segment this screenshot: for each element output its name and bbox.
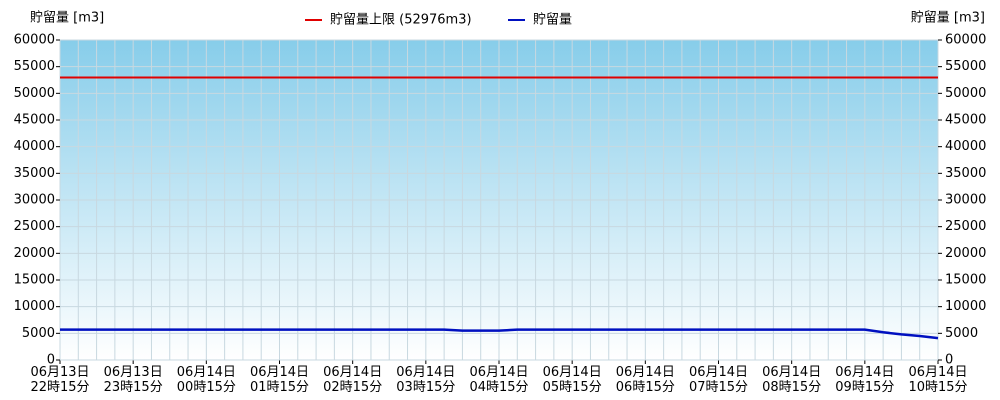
y-tick-label: 5000 [22,326,55,341]
y-tick-label: 30000 [945,193,986,208]
y-tick-label: 10000 [945,299,986,314]
x-tick-label: 06月14日 09時15分 [835,365,895,395]
y-tick-label: 20000 [14,246,55,261]
x-tick-label: 06月14日 05時15分 [542,365,602,395]
series-line [60,328,939,340]
y-tick-label: 50000 [945,86,986,101]
y-tick-label: 50000 [14,86,55,101]
x-tick-label: 06月14日 03時15分 [396,365,456,395]
x-tick-label: 06月14日 02時15分 [323,365,383,395]
y-tick-label: 40000 [945,139,986,154]
y-tick-label: 0 [945,353,953,368]
y-tick-label: 55000 [945,59,986,74]
y-tick-label: 60000 [945,33,986,48]
x-tick-label: 06月14日 00時15分 [176,365,236,395]
y-tick-label: 5000 [945,326,978,341]
legend-label: 貯留量上限 (52976m3) [330,13,472,28]
x-tick-label: 06月14日 06時15分 [615,365,675,395]
x-tick-label: 06月13日 22時15分 [30,365,90,395]
y-tick-label: 45000 [945,113,986,128]
legend-label: 貯留量 [533,13,572,28]
y-axis-title-left: 貯留量 [m3] [30,11,104,26]
x-tick-label: 06月13日 23時15分 [103,365,163,395]
y-tick-label: 15000 [945,273,986,288]
y-tick-label: 20000 [945,246,986,261]
y-tick-label: 0 [47,353,55,368]
y-tick-label: 25000 [14,219,55,234]
y-tick-label: 40000 [14,139,55,154]
y-tick-label: 25000 [945,219,986,234]
y-tick-label: 35000 [14,166,55,181]
x-tick-label: 06月14日 08時15分 [762,365,822,395]
y-tick-label: 55000 [14,59,55,74]
y-tick-label: 45000 [14,113,55,128]
x-tick-label: 06月14日 04時15分 [469,365,529,395]
x-tick-label: 06月14日 01時15分 [249,365,310,395]
y-tick-label: 15000 [14,273,55,288]
y-tick-label: 35000 [945,166,986,181]
y-tick-label: 30000 [14,193,55,208]
y-tick-label: 60000 [14,33,55,48]
x-tick-label: 06月14日 10時15分 [908,365,968,395]
y-tick-label: 10000 [14,299,55,314]
y-axis-title-right: 貯留量 [m3] [911,11,985,26]
x-tick-label: 06月14日 07時15分 [688,365,749,395]
